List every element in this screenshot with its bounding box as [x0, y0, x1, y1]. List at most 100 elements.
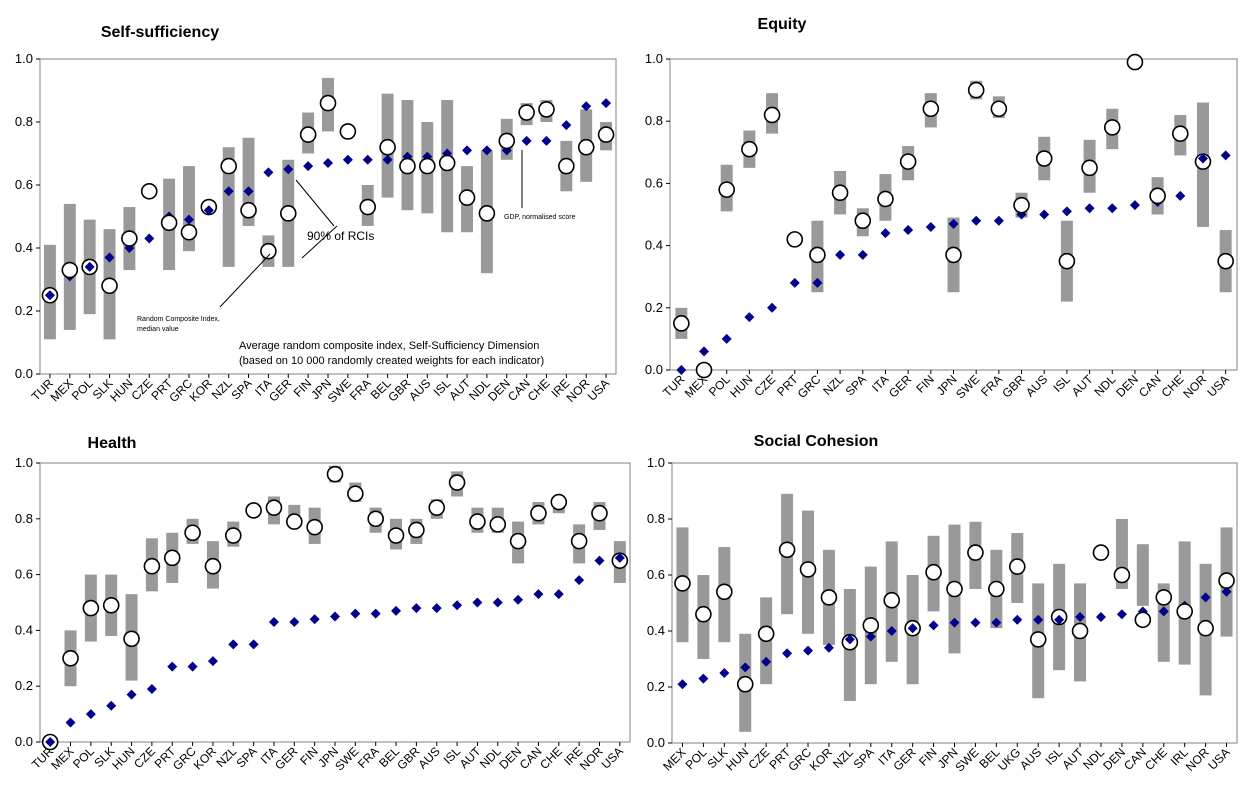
- median-circle-point: [339, 123, 357, 140]
- gdp-diamond-point: [803, 645, 814, 656]
- median-circle-point: [1081, 159, 1098, 177]
- x-tick-label: SPA: [843, 372, 869, 398]
- median-circle-point: [550, 493, 568, 511]
- x-tick-label: USA: [585, 376, 612, 403]
- gdp-diamond-point: [370, 608, 381, 619]
- median-circle-point: [1149, 187, 1166, 205]
- annotation-line: [301, 225, 338, 259]
- gdp-diamond-point: [431, 603, 442, 614]
- gdp-diamond-point: [740, 662, 751, 673]
- median-circle-point: [245, 502, 262, 519]
- y-tick-label: 0.8: [645, 113, 663, 128]
- gdp-diamond-point: [721, 333, 732, 344]
- median-circle-point: [883, 591, 901, 609]
- gdp-diamond-point: [104, 252, 115, 263]
- median-circle-point: [1103, 119, 1121, 136]
- median-circle-point: [1029, 631, 1047, 648]
- median-circle-point: [399, 157, 416, 175]
- x-tick-label: AUS: [415, 744, 442, 771]
- median-circle-point: [1058, 252, 1076, 270]
- x-tick-label: NDL: [1092, 372, 1119, 399]
- y-tick-label: 0.2: [15, 303, 33, 318]
- gdp-diamond-point: [342, 154, 353, 165]
- gdp-diamond-point: [1220, 150, 1231, 161]
- y-tick-label: 0.0: [15, 734, 33, 749]
- x-tick-label: TUR: [660, 372, 688, 400]
- gdp-diamond-point: [533, 589, 544, 600]
- gdp-diamond-point: [411, 603, 422, 614]
- y-tick-label: 0.4: [15, 240, 33, 255]
- gdp-diamond-point: [289, 617, 300, 628]
- gdp-diamond-point: [1033, 614, 1044, 625]
- gdp-diamond-point: [857, 249, 868, 260]
- median-circle-point: [1071, 622, 1089, 640]
- gdp-diamond-point: [761, 656, 772, 667]
- annotation-line: [219, 253, 271, 308]
- median-circle-point: [326, 465, 344, 483]
- chart-title: Equity: [758, 16, 807, 33]
- x-tick-label: SWE: [953, 372, 982, 401]
- median-circle-point: [1008, 558, 1026, 575]
- gdp-diamond-point: [248, 639, 259, 650]
- y-tick-label: 0.2: [647, 679, 665, 694]
- gdp-diamond-point: [574, 575, 585, 586]
- x-tick-label: CHE: [1159, 372, 1187, 400]
- gdp-diamond-point: [948, 218, 959, 229]
- median-circle-point: [990, 100, 1008, 118]
- y-tick-label: 0.8: [15, 511, 33, 526]
- median-circle-point: [877, 190, 894, 208]
- median-circle-point: [240, 201, 257, 219]
- x-tick-label: CZE: [751, 372, 778, 399]
- gdp-diamond-point: [44, 290, 55, 301]
- y-tick-label: 0.4: [15, 622, 33, 637]
- y-tick-label: 0.6: [15, 567, 33, 582]
- gdp-diamond-point: [521, 135, 532, 146]
- x-tick-label: USA: [1205, 745, 1232, 772]
- y-tick-label: 0.0: [645, 362, 663, 377]
- gdp-diamond-point: [782, 648, 793, 659]
- x-tick-label: DEN: [1113, 372, 1141, 400]
- median-circle-point: [899, 153, 917, 170]
- median-circle-point: [61, 261, 79, 279]
- median-circle-point: [946, 580, 963, 598]
- gdp-diamond-point: [970, 617, 981, 628]
- x-tick-label: FRA: [978, 372, 1005, 399]
- gdp-diamond-point: [993, 215, 1004, 226]
- median-circle-point: [286, 513, 303, 530]
- median-circle-point: [1218, 572, 1235, 589]
- gdp-diamond-point: [880, 228, 891, 239]
- annotation-median: median value: [137, 326, 179, 333]
- y-tick-label: 0.6: [15, 177, 33, 192]
- median-circle-point: [101, 277, 118, 295]
- x-tick-label: NZL: [820, 372, 846, 398]
- median-circle-point: [160, 214, 178, 232]
- y-tick-label: 1.0: [645, 51, 663, 66]
- y-tick-label: 0.4: [647, 623, 665, 638]
- gdp-diamond-point: [362, 154, 373, 165]
- x-tick-label: CHE: [1142, 745, 1170, 773]
- median-circle-point: [518, 104, 535, 121]
- median-circle-point: [1155, 589, 1173, 606]
- median-circle-point: [419, 157, 436, 175]
- x-tick-label: AUS: [1023, 372, 1050, 399]
- gdp-diamond-point: [677, 679, 688, 690]
- median-circle-point: [786, 231, 804, 248]
- gdp-diamond-point: [719, 668, 730, 678]
- gdp-diamond-point: [126, 689, 137, 700]
- gdp-diamond-point: [1129, 200, 1140, 211]
- y-tick-label: 0.2: [15, 678, 33, 693]
- median-circle-point: [1113, 566, 1131, 584]
- gdp-diamond-point: [309, 614, 320, 625]
- gdp-diamond-point: [744, 312, 755, 323]
- median-circle-point: [140, 183, 158, 200]
- gdp-diamond-point: [85, 709, 96, 720]
- gdp-diamond-point: [561, 120, 572, 131]
- median-circle-point: [716, 583, 733, 601]
- gdp-diamond-point: [1221, 586, 1232, 597]
- gdp-diamond-point: [835, 249, 846, 260]
- median-circle-point: [763, 106, 781, 124]
- median-circle-point: [558, 157, 575, 175]
- median-circle-point: [204, 557, 222, 575]
- rci-range-bar: [1136, 544, 1149, 606]
- x-tick-label: NDL: [1080, 745, 1107, 772]
